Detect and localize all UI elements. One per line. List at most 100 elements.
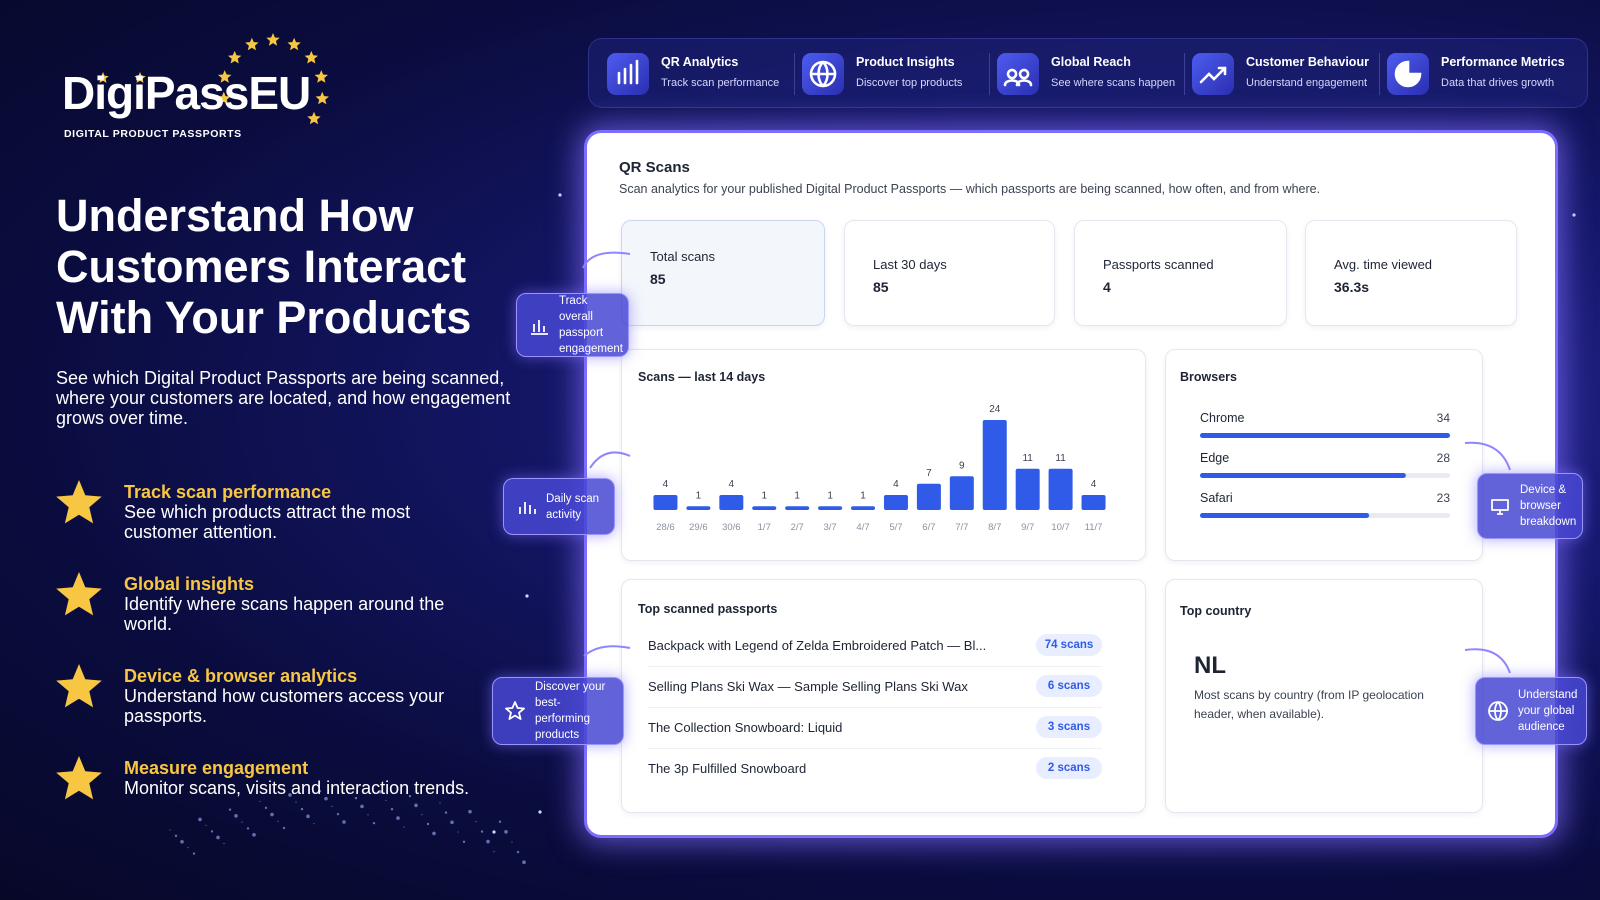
scans-card: Scans — last 14 days 4 28/6 1 29/6 4 30/6 1 1/7 1…	[621, 349, 1146, 561]
sparkle	[385, 799, 387, 802]
passport-name: The 3p Fulfilled Snowboard	[648, 761, 807, 776]
bar-value-label: 24	[989, 404, 1001, 415]
glyph	[1491, 499, 1509, 515]
sparkle	[228, 808, 232, 811]
bar-value-label: 4	[1091, 479, 1097, 490]
browser-name: Chrome	[1200, 411, 1245, 425]
sparkle	[516, 850, 520, 854]
nav-item[interactable]: Performance Metrics Data that drives grow…	[1387, 49, 1577, 99]
feature-text: See which products attract the most cust…	[124, 502, 411, 542]
brand-suffix: EU	[248, 67, 311, 119]
browser-name: Edge	[1200, 451, 1229, 465]
x-tick-label: 7/7	[955, 522, 968, 533]
row-divider	[648, 748, 1102, 749]
stat-value: 36.3s	[1334, 279, 1370, 295]
x-tick-label: 5/7	[889, 522, 902, 533]
nav-glyph	[809, 60, 837, 88]
scan-badge: 3 scans	[1036, 716, 1102, 738]
logo-star	[228, 50, 242, 64]
nav-separator	[1184, 53, 1185, 95]
top-nav: QR Analytics Track scan performance Produc…	[588, 38, 1588, 108]
browser-bar	[1200, 473, 1406, 478]
sparkle	[475, 821, 477, 823]
nav-subtitle: See where scans happen	[1051, 77, 1176, 89]
browsers-card: Browsers Chrome 34 Edge 28 Safari 23	[1165, 349, 1483, 561]
star	[56, 480, 102, 524]
sparkle	[223, 842, 225, 845]
feature-title: Measure engagement	[124, 758, 309, 778]
sparkle	[468, 809, 472, 814]
stat-value: 4	[1103, 279, 1111, 295]
feature-text: Understand how customers access your pas…	[124, 686, 445, 726]
scans-chart: Scans — last 14 days428/6129/6430/611/71…	[638, 370, 1106, 533]
sparkle	[313, 823, 315, 825]
glyph	[1488, 701, 1508, 721]
glyph	[617, 59, 639, 85]
glyph	[519, 501, 536, 514]
callout-icon	[531, 320, 548, 335]
bar-value-label: 9	[959, 460, 965, 471]
top-passports-title: Top scanned passports	[638, 602, 778, 616]
browser-value: 28	[1437, 451, 1451, 465]
brand-tagline: DIGITAL PRODUCT PASSPORTS	[64, 128, 242, 140]
browsers-chart: Browsers Chrome 34 Edge 28 Safari 23	[1180, 370, 1451, 518]
country-code: NL	[1194, 652, 1226, 679]
sparkle	[421, 814, 423, 816]
x-tick-label: 29/6	[689, 522, 708, 533]
nav-subtitle: Discover top products	[856, 77, 963, 89]
sparkle	[169, 829, 171, 831]
feature-title: Global insights	[124, 574, 255, 594]
star	[56, 572, 102, 616]
callout-text: Device & browser breakdown	[1520, 484, 1577, 528]
sparkle	[331, 805, 333, 807]
sparkle	[444, 811, 448, 814]
scan-badge: 6 scans	[1036, 675, 1102, 697]
nav-item[interactable]: Product Insights Discover top products	[802, 49, 992, 99]
x-tick-label: 9/7	[1021, 522, 1034, 533]
nav-item[interactable]: QR Analytics Track scan performance	[607, 49, 797, 99]
bar	[982, 420, 1007, 510]
nav-title: QR Analytics	[661, 55, 739, 69]
browser-value: 34	[1437, 411, 1451, 425]
nav-item[interactable]: Global Reach See where scans happen	[997, 49, 1187, 99]
callout: Daily scan activity	[503, 478, 615, 535]
bar	[916, 483, 941, 510]
nav-icon	[1387, 53, 1429, 95]
sparkle	[277, 820, 279, 822]
sparkle	[306, 814, 310, 819]
feature-title: Device & browser analytics	[124, 666, 358, 686]
sparkle	[462, 840, 466, 844]
sparkle	[205, 824, 207, 827]
sparkle	[180, 839, 184, 844]
stat-card: Total scans 85	[621, 220, 825, 326]
sparkle	[378, 789, 382, 794]
sparkle	[342, 820, 346, 824]
sparkle	[174, 834, 178, 838]
star	[56, 756, 102, 800]
x-tick-label: 2/7	[791, 522, 804, 533]
passport-name: Selling Plans Ski Wax — Sample Selling P…	[648, 679, 968, 694]
callout-text: Daily scan activity	[546, 492, 600, 521]
bar-value-label: 1	[696, 490, 702, 501]
x-tick-label: 1/7	[758, 522, 771, 533]
sparkle	[241, 821, 243, 823]
glyph	[531, 320, 548, 335]
glyph	[809, 60, 837, 88]
feature-star	[56, 572, 102, 616]
brand-name: DigiPass	[62, 67, 249, 119]
bar	[686, 506, 711, 510]
nav-item[interactable]: Customer Behaviour Understand engagement	[1192, 49, 1382, 99]
sparkle	[486, 839, 490, 844]
nav-subtitle: Track scan performance	[661, 77, 780, 89]
nav-icon	[997, 53, 1039, 95]
browsers-title: Browsers	[1180, 370, 1237, 384]
sparkle	[354, 796, 358, 800]
x-tick-label: 11/7	[1085, 522, 1103, 533]
nav-glyph	[1199, 66, 1227, 84]
bar	[752, 506, 777, 510]
sparkle	[492, 830, 496, 834]
logo-star	[218, 70, 232, 83]
feature-star	[56, 756, 102, 800]
stat-card: Avg. time viewed 36.3s	[1305, 220, 1517, 326]
